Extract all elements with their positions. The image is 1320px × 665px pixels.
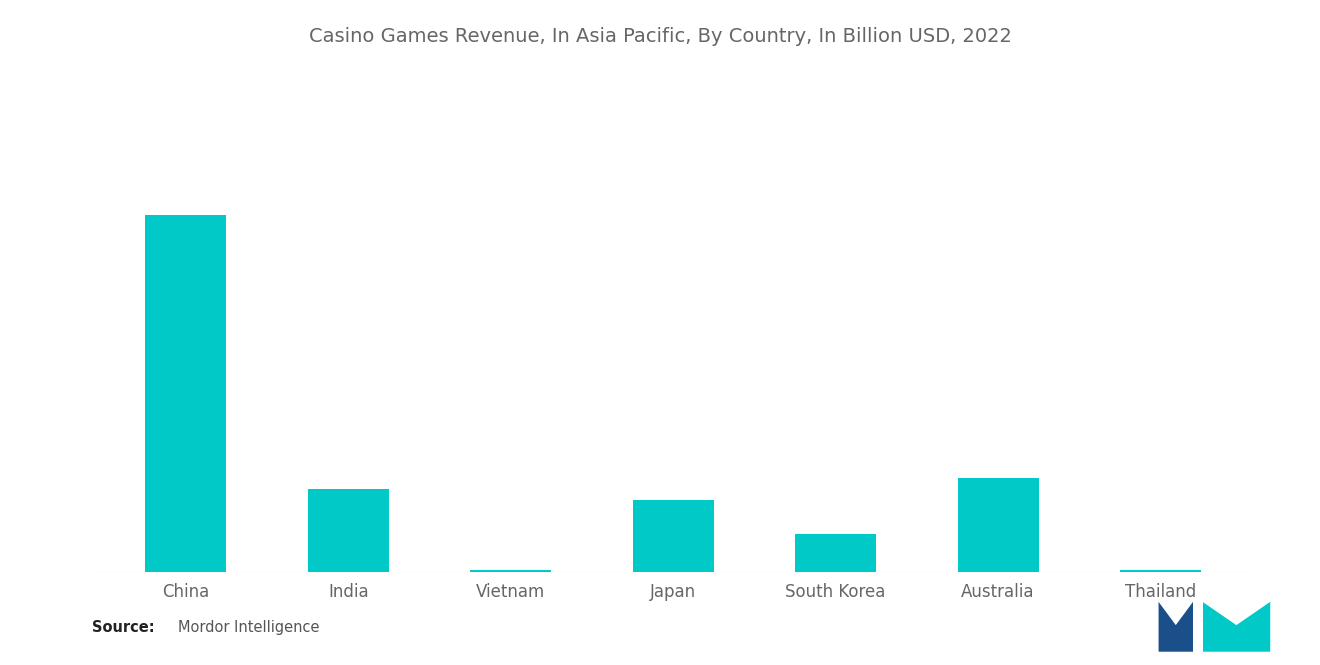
- Polygon shape: [1159, 602, 1193, 652]
- Polygon shape: [1193, 602, 1203, 652]
- Bar: [632, 501, 714, 572]
- Bar: [957, 478, 1039, 572]
- Text: Casino Games Revenue, In Asia Pacific, By Country, In Billion USD, 2022: Casino Games Revenue, In Asia Pacific, B…: [309, 27, 1011, 46]
- Polygon shape: [1203, 602, 1270, 652]
- Bar: [795, 534, 876, 572]
- Text: Mordor Intelligence: Mordor Intelligence: [178, 620, 319, 635]
- Bar: [470, 570, 552, 572]
- Text: Source:: Source:: [92, 620, 154, 635]
- Bar: [1119, 571, 1201, 572]
- Bar: [145, 215, 227, 572]
- Bar: [308, 489, 389, 572]
